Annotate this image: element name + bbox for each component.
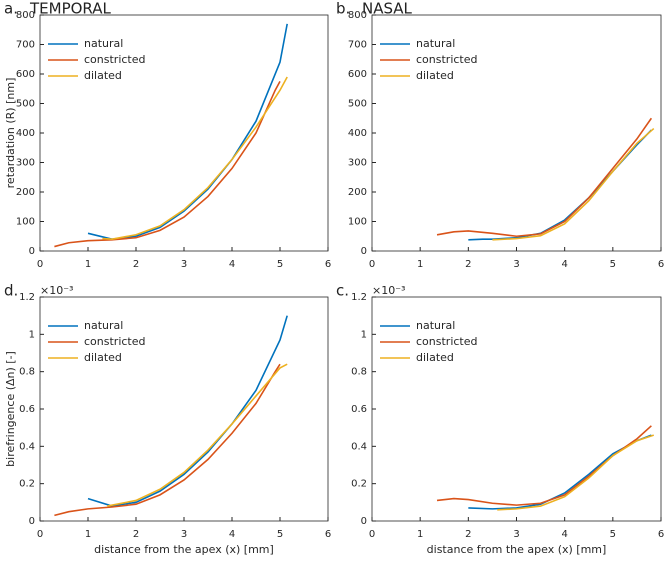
- legend-label: constricted: [84, 335, 145, 348]
- x-tick-label: 2: [465, 259, 471, 270]
- axes-box: [371, 14, 662, 252]
- y-tick-label: 400: [348, 128, 367, 139]
- y-tick-label: 500: [16, 99, 35, 110]
- y-tick-label: 0.2: [19, 479, 35, 490]
- y-tick-label: 600: [16, 69, 35, 80]
- y-tick-label: 0.6: [351, 404, 367, 415]
- panel-label: b.: [336, 0, 350, 18]
- legend-label: dilated: [84, 69, 122, 82]
- y-exponent: ×10⁻³: [372, 284, 405, 297]
- x-tick-label: 6: [658, 529, 664, 540]
- y-tick-label: 500: [348, 99, 367, 110]
- x-tick-label: 1: [85, 529, 91, 540]
- legend-label: constricted: [416, 53, 477, 66]
- legend-label: natural: [84, 319, 123, 332]
- y-tick-label: 100: [16, 217, 35, 228]
- axes-box: [371, 296, 662, 522]
- x-tick-label: 5: [277, 259, 283, 270]
- x-tick-label: 2: [133, 259, 139, 270]
- panel-title: NASAL: [362, 0, 413, 18]
- y-tick-label: 300: [16, 158, 35, 169]
- x-tick-label: 4: [561, 259, 567, 270]
- x-tick-label: 3: [181, 259, 187, 270]
- x-tick-label: 3: [513, 259, 519, 270]
- y-tick-label: 700: [16, 40, 35, 51]
- x-axis-label: distance from the apex (x) [mm]: [94, 543, 274, 556]
- y-tick-label: 800: [16, 10, 35, 21]
- series-line: [54, 80, 281, 248]
- y-tick-label: 0: [361, 246, 367, 257]
- y-tick-label: 0: [361, 516, 367, 527]
- y-tick-label: 1: [361, 329, 367, 340]
- y-tick-label: 800: [348, 10, 367, 21]
- legend-label: natural: [84, 37, 123, 50]
- axes-box: [39, 296, 329, 522]
- x-axis-label: distance from the apex (x) [mm]: [427, 543, 607, 556]
- x-tick-label: 4: [229, 529, 235, 540]
- legend-label: constricted: [416, 335, 477, 348]
- y-tick-label: 0.2: [351, 479, 367, 490]
- x-tick-label: 4: [561, 529, 567, 540]
- y-axis-label: retardation (R) [nm]: [4, 78, 17, 189]
- x-tick-label: 0: [369, 529, 375, 540]
- y-axis-label: birefringence (Δn) [-]: [4, 351, 17, 467]
- series-line: [436, 117, 653, 238]
- panel-label: c.: [336, 282, 349, 300]
- x-tick-label: 1: [85, 259, 91, 270]
- legend-label: dilated: [416, 351, 454, 364]
- series-line: [497, 434, 655, 511]
- y-tick-label: 0: [29, 246, 35, 257]
- x-tick-label: 6: [325, 259, 331, 270]
- legend-label: natural: [416, 37, 455, 50]
- y-tick-label: 600: [348, 69, 367, 80]
- series-line: [107, 363, 288, 507]
- y-tick-label: 400: [16, 128, 35, 139]
- panel-title: TEMPORAL: [29, 0, 112, 18]
- x-tick-label: 1: [417, 259, 423, 270]
- y-tick-label: 200: [16, 187, 35, 198]
- x-tick-label: 5: [277, 529, 283, 540]
- panel-label: a.: [4, 0, 18, 18]
- x-tick-label: 1: [417, 529, 423, 540]
- y-tick-label: 0.8: [351, 367, 367, 378]
- y-tick-label: 1.2: [351, 292, 367, 303]
- x-tick-label: 0: [369, 259, 375, 270]
- x-tick-label: 2: [133, 529, 139, 540]
- x-tick-label: 6: [658, 259, 664, 270]
- x-tick-label: 0: [37, 529, 43, 540]
- x-tick-label: 5: [610, 259, 616, 270]
- y-tick-label: 700: [348, 40, 367, 51]
- y-tick-label: 300: [348, 158, 367, 169]
- x-tick-label: 0: [37, 259, 43, 270]
- x-tick-label: 5: [610, 529, 616, 540]
- series-line: [87, 315, 288, 507]
- x-tick-label: 4: [229, 259, 235, 270]
- axes-box: [39, 14, 329, 252]
- legend-label: constricted: [84, 53, 145, 66]
- x-tick-label: 2: [465, 529, 471, 540]
- y-tick-label: 200: [348, 187, 367, 198]
- y-tick-label: 0.4: [19, 441, 35, 452]
- legend-label: dilated: [84, 351, 122, 364]
- y-tick-label: 100: [348, 217, 367, 228]
- y-tick-label: 0.6: [19, 404, 35, 415]
- legend-label: dilated: [416, 69, 454, 82]
- legend-label: natural: [416, 319, 455, 332]
- series-line: [102, 76, 288, 241]
- y-tick-label: 1: [29, 329, 35, 340]
- series-line: [492, 127, 655, 241]
- series-line: [54, 363, 281, 517]
- y-tick-label: 0: [29, 516, 35, 527]
- y-tick-label: 0.8: [19, 367, 35, 378]
- y-exponent: ×10⁻³: [40, 284, 73, 297]
- panel-label: d.: [4, 282, 18, 300]
- x-tick-label: 3: [181, 529, 187, 540]
- y-tick-label: 1.2: [19, 292, 35, 303]
- x-tick-label: 3: [513, 529, 519, 540]
- y-tick-label: 0.4: [351, 441, 367, 452]
- x-tick-label: 6: [325, 529, 331, 540]
